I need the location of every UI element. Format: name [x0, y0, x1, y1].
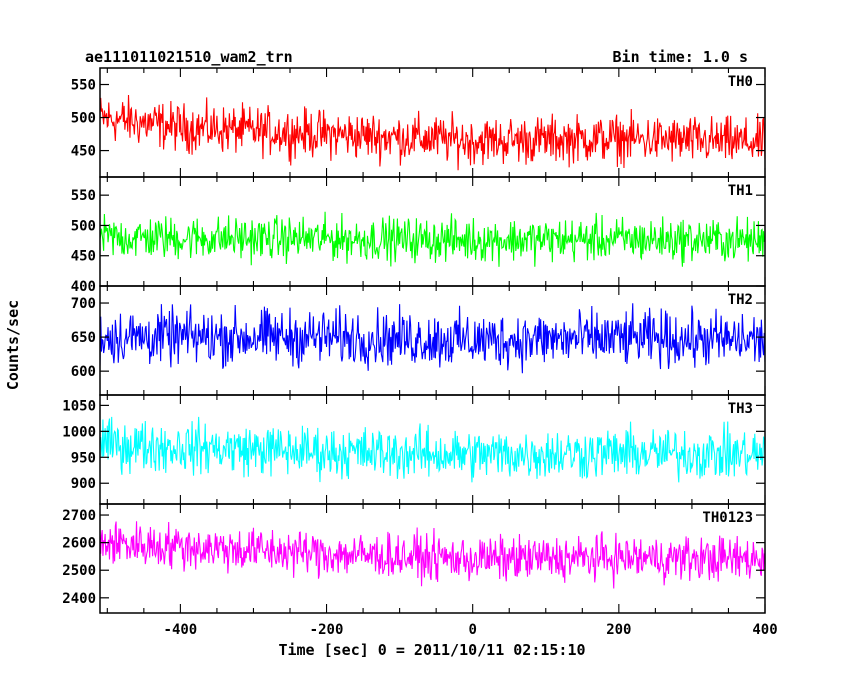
panel-name-label: TH3	[728, 401, 753, 417]
y-tick-label: 2700	[62, 508, 96, 524]
x-axis-ticks: -400 -200 0 200 400	[106, 68, 778, 638]
y-tick-label: 700	[71, 296, 96, 312]
series-line-th3	[100, 416, 765, 483]
series-line-th0123	[100, 521, 765, 589]
x-axis-label: Time [sec] 0 = 2011/10/11 02:15:10	[278, 641, 585, 659]
panel-th0: 450 500 550 TH0	[71, 67, 766, 178]
panel-frame	[99, 176, 766, 287]
x-tick-label: -400	[164, 622, 198, 638]
y-tick-label: 900	[71, 476, 96, 492]
y-tick-label: 450	[71, 144, 96, 160]
panel-name-label: TH0	[728, 74, 753, 90]
panel-th1: 400 450 500 550 TH1	[71, 176, 766, 295]
panels-group: 450 500 550 TH0 400 450 500 550 TH1 600 650 700 TH2 9…	[62, 67, 766, 614]
panel-th3: 900 950 1000 1050 TH3	[62, 394, 766, 505]
y-tick-label: 2600	[62, 536, 96, 552]
panel-frame	[99, 67, 766, 178]
panel-name-label: TH1	[728, 183, 753, 199]
y-axis-label: Counts/sec	[4, 300, 22, 390]
y-tick-label: 600	[71, 364, 96, 380]
plot-title: ae111011021510_wam2_trn	[85, 48, 293, 66]
y-tick-label: 1000	[62, 424, 96, 440]
y-tick-label: 650	[71, 330, 96, 346]
bin-time-label: Bin time: 1.0 s	[613, 48, 748, 66]
panel-th2: 600 650 700 TH2	[71, 285, 766, 396]
y-tick-label: 400	[71, 279, 96, 295]
panel-name-label: TH0123	[702, 510, 753, 526]
y-tick-label: 550	[71, 78, 96, 94]
panel-frame	[99, 503, 766, 614]
y-tick-label: 1050	[62, 398, 96, 414]
y-tick-label: 500	[71, 111, 96, 127]
x-tick-label: -200	[310, 622, 344, 638]
y-tick-label: 2400	[62, 591, 96, 607]
y-tick-label: 2500	[62, 563, 96, 579]
panel-th0123: 2400 2500 2600 2700 TH0123	[62, 503, 766, 614]
x-tick-label: 400	[752, 622, 777, 638]
y-tick-label: 950	[71, 450, 96, 466]
x-tick-label: 200	[606, 622, 631, 638]
series-line-th1	[100, 211, 765, 267]
panel-name-label: TH2	[728, 292, 753, 308]
y-tick-label: 500	[71, 218, 96, 234]
series-line-th2	[100, 303, 765, 374]
y-tick-label: 450	[71, 249, 96, 265]
x-tick-label: 0	[468, 622, 476, 638]
series-line-th0	[100, 95, 765, 171]
y-tick-label: 550	[71, 188, 96, 204]
